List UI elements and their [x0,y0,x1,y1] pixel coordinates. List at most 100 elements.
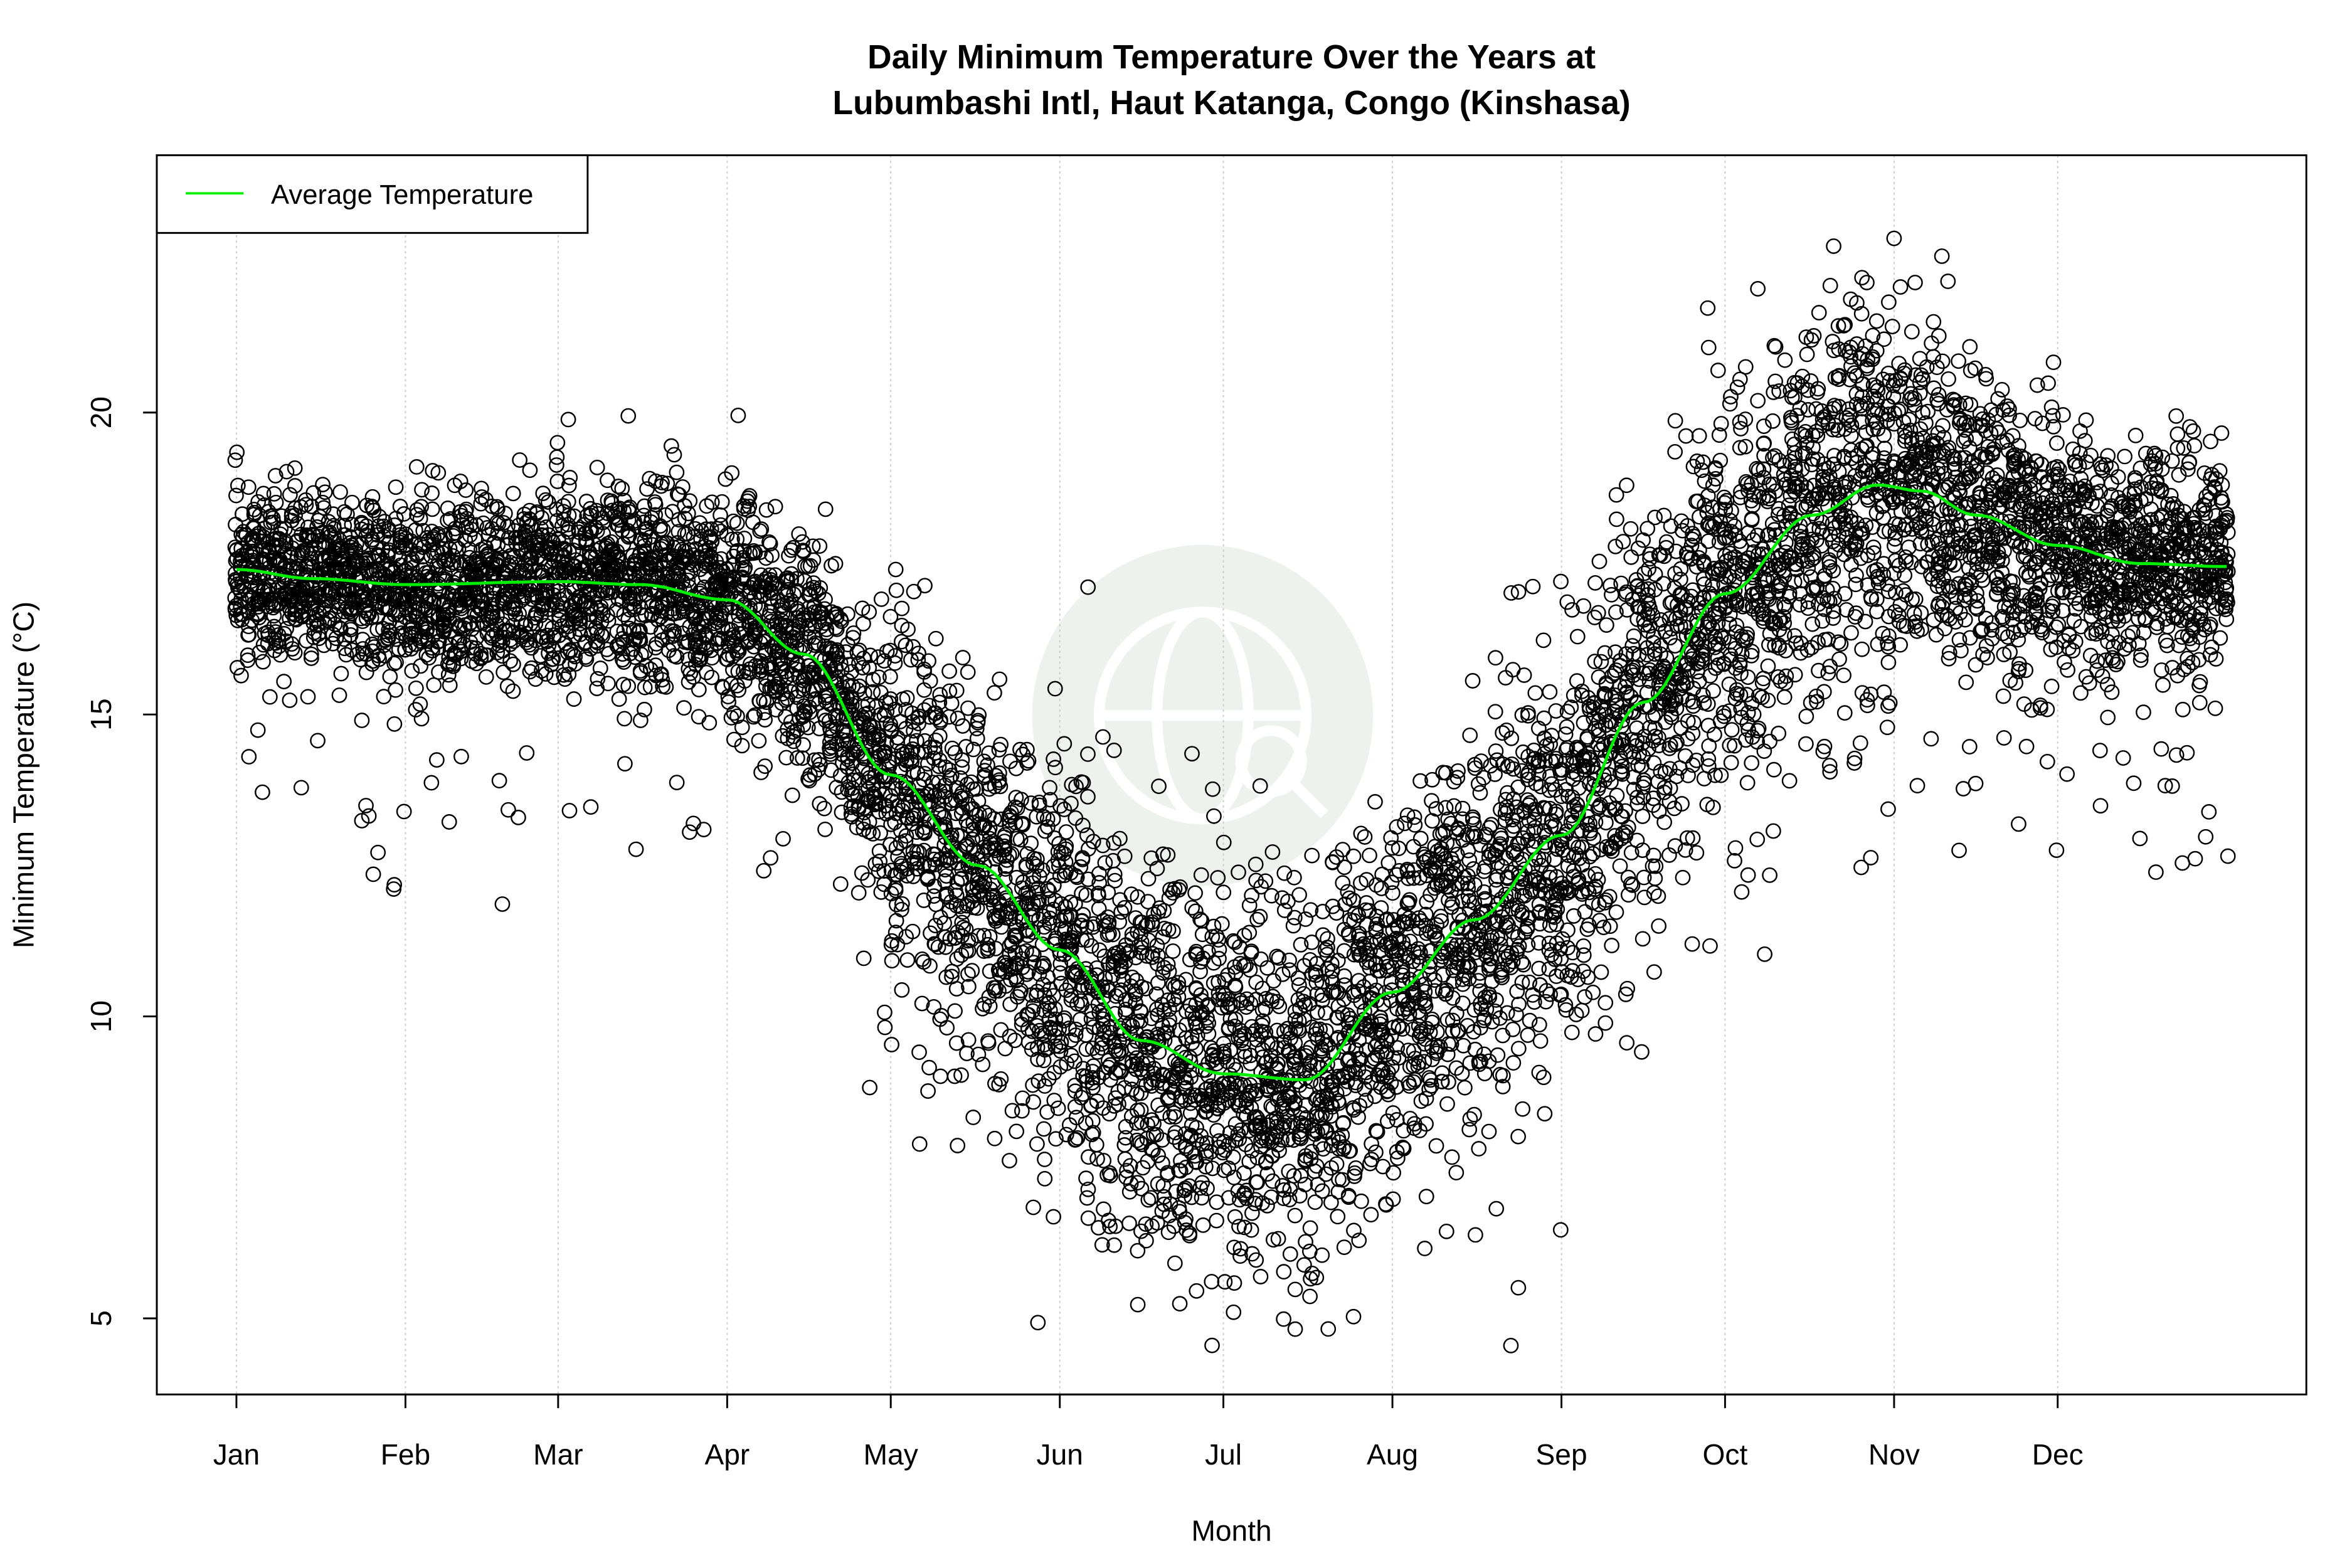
data-point [2099,677,2116,692]
data-point [421,650,437,666]
data-point [696,822,712,837]
data-point [1204,1160,1221,1177]
data-point [2175,855,2190,871]
data-point [878,805,894,822]
data-point [1887,553,1904,569]
data-point [1568,1007,1584,1022]
data-point [856,950,872,967]
data-point [1707,767,1723,783]
data-point [1462,1111,1478,1127]
data-point [1619,980,1636,997]
data-point [942,931,958,947]
data-point [2132,652,2149,668]
data-point [796,677,812,694]
data-point [2087,561,2103,578]
data-point [784,787,800,803]
data-point [388,479,404,495]
data-point [691,682,707,697]
data-point [1046,1093,1062,1108]
data-point [1585,984,1601,1000]
data-point [1989,467,2005,483]
data-point [1236,928,1253,943]
data-point [1279,1020,1296,1037]
data-point [1576,598,1592,614]
data-point [1149,1001,1165,1017]
data-point [1564,601,1580,618]
data-point [1640,521,1656,537]
data-point [1574,839,1590,855]
data-point [1673,561,1689,577]
data-point [376,689,392,705]
data-point [1029,808,1045,825]
data-point [1655,659,1671,674]
data-point [1816,684,1832,700]
data-point [1460,880,1476,896]
data-point [413,658,429,674]
data-point [1859,275,1875,290]
data-point [1612,858,1628,874]
data-point [1091,1069,1106,1086]
data-point [1276,1264,1292,1280]
data-point [1597,645,1613,661]
data-point [1069,1130,1086,1146]
data-point [670,524,687,539]
data-point [1429,1024,1445,1040]
data-point [1962,630,1978,646]
data-point [1315,1141,1332,1157]
data-point [1991,425,2006,440]
data-point [538,618,554,633]
data-point [2214,477,2230,493]
data-point [1510,584,1527,600]
data-point [388,682,403,698]
data-point [921,653,936,669]
data-point [1072,1012,1088,1027]
data-point [1569,673,1585,689]
data-point [888,582,904,598]
data-point [287,460,303,476]
data-point [1749,527,1766,544]
data-point [283,512,300,529]
data-point [1406,1074,1422,1090]
data-point [1604,938,1620,953]
data-point [1239,1108,1254,1125]
data-point [950,1138,966,1153]
data-point [1281,1192,1298,1208]
data-point [1488,881,1505,898]
data-point [1515,1101,1531,1117]
data-point [1733,665,1749,682]
data-point [1353,825,1369,842]
data-point [1172,1022,1187,1038]
data-point [1449,1022,1466,1039]
data-point [1056,802,1073,817]
data-point [1100,884,1116,901]
data-point [926,999,942,1015]
data-point [1750,393,1766,409]
data-point [1788,635,1804,651]
data-point [250,722,266,738]
data-point [1651,669,1666,685]
data-point [637,679,653,696]
data-point [1505,662,1521,678]
data-point [975,1056,991,1073]
data-point [1597,995,1614,1011]
data-point [894,617,910,633]
data-point [1226,1304,1242,1320]
data-point [1963,396,1979,413]
data-point [1646,964,1662,980]
data-point [282,692,298,708]
data-point [358,664,374,681]
data-point [331,687,347,703]
data-point [1042,780,1057,796]
data-point [1298,911,1313,927]
data-point [1080,746,1096,762]
data-point [955,650,971,665]
data-point [999,906,1015,921]
data-point [898,637,914,654]
data-point [1233,1122,1249,1138]
data-point [1323,1194,1339,1210]
data-point [1612,765,1628,781]
data-point [1765,450,1781,466]
data-point [1822,277,1838,294]
data-point [1444,1149,1460,1165]
data-point [1522,1012,1538,1029]
